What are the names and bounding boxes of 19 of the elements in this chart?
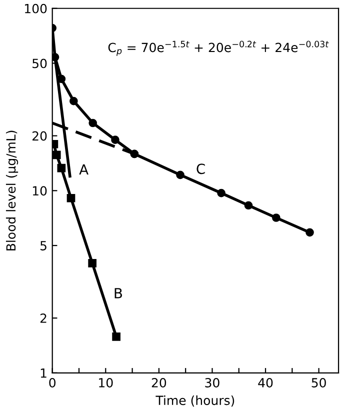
y-tick-label: 10 (32, 186, 47, 196)
y-tick-label: 2 (40, 314, 46, 323)
x-tick-label: 30 (205, 378, 220, 388)
y-tick-label: 1 (40, 368, 46, 378)
y-axis-title: Blood level (µg/mL) (6, 130, 18, 250)
y-tick-label: 100 (25, 4, 47, 14)
x-tick-label: 20 (152, 378, 166, 388)
x-tick-label: 40 (258, 378, 273, 388)
y-tick-label: 20 (32, 131, 47, 141)
series-label: A (79, 164, 88, 174)
x-axis-title: Time (hours) (156, 395, 234, 407)
series-label: B (114, 288, 122, 298)
series-label: C (196, 164, 205, 174)
x-tick-label: 10 (99, 378, 113, 388)
x-tick-label: 50 (312, 378, 326, 388)
y-tick-label: 50 (32, 58, 47, 68)
annotation: C$_{p}$ = 70e$^{−1.5t}$ + 20e$^{−0.2t}$ + 24e$^{−0.03t}$ (108, 40, 329, 56)
y-tick-label: 5 (40, 241, 46, 250)
x-tick-label: 0 (49, 378, 56, 388)
